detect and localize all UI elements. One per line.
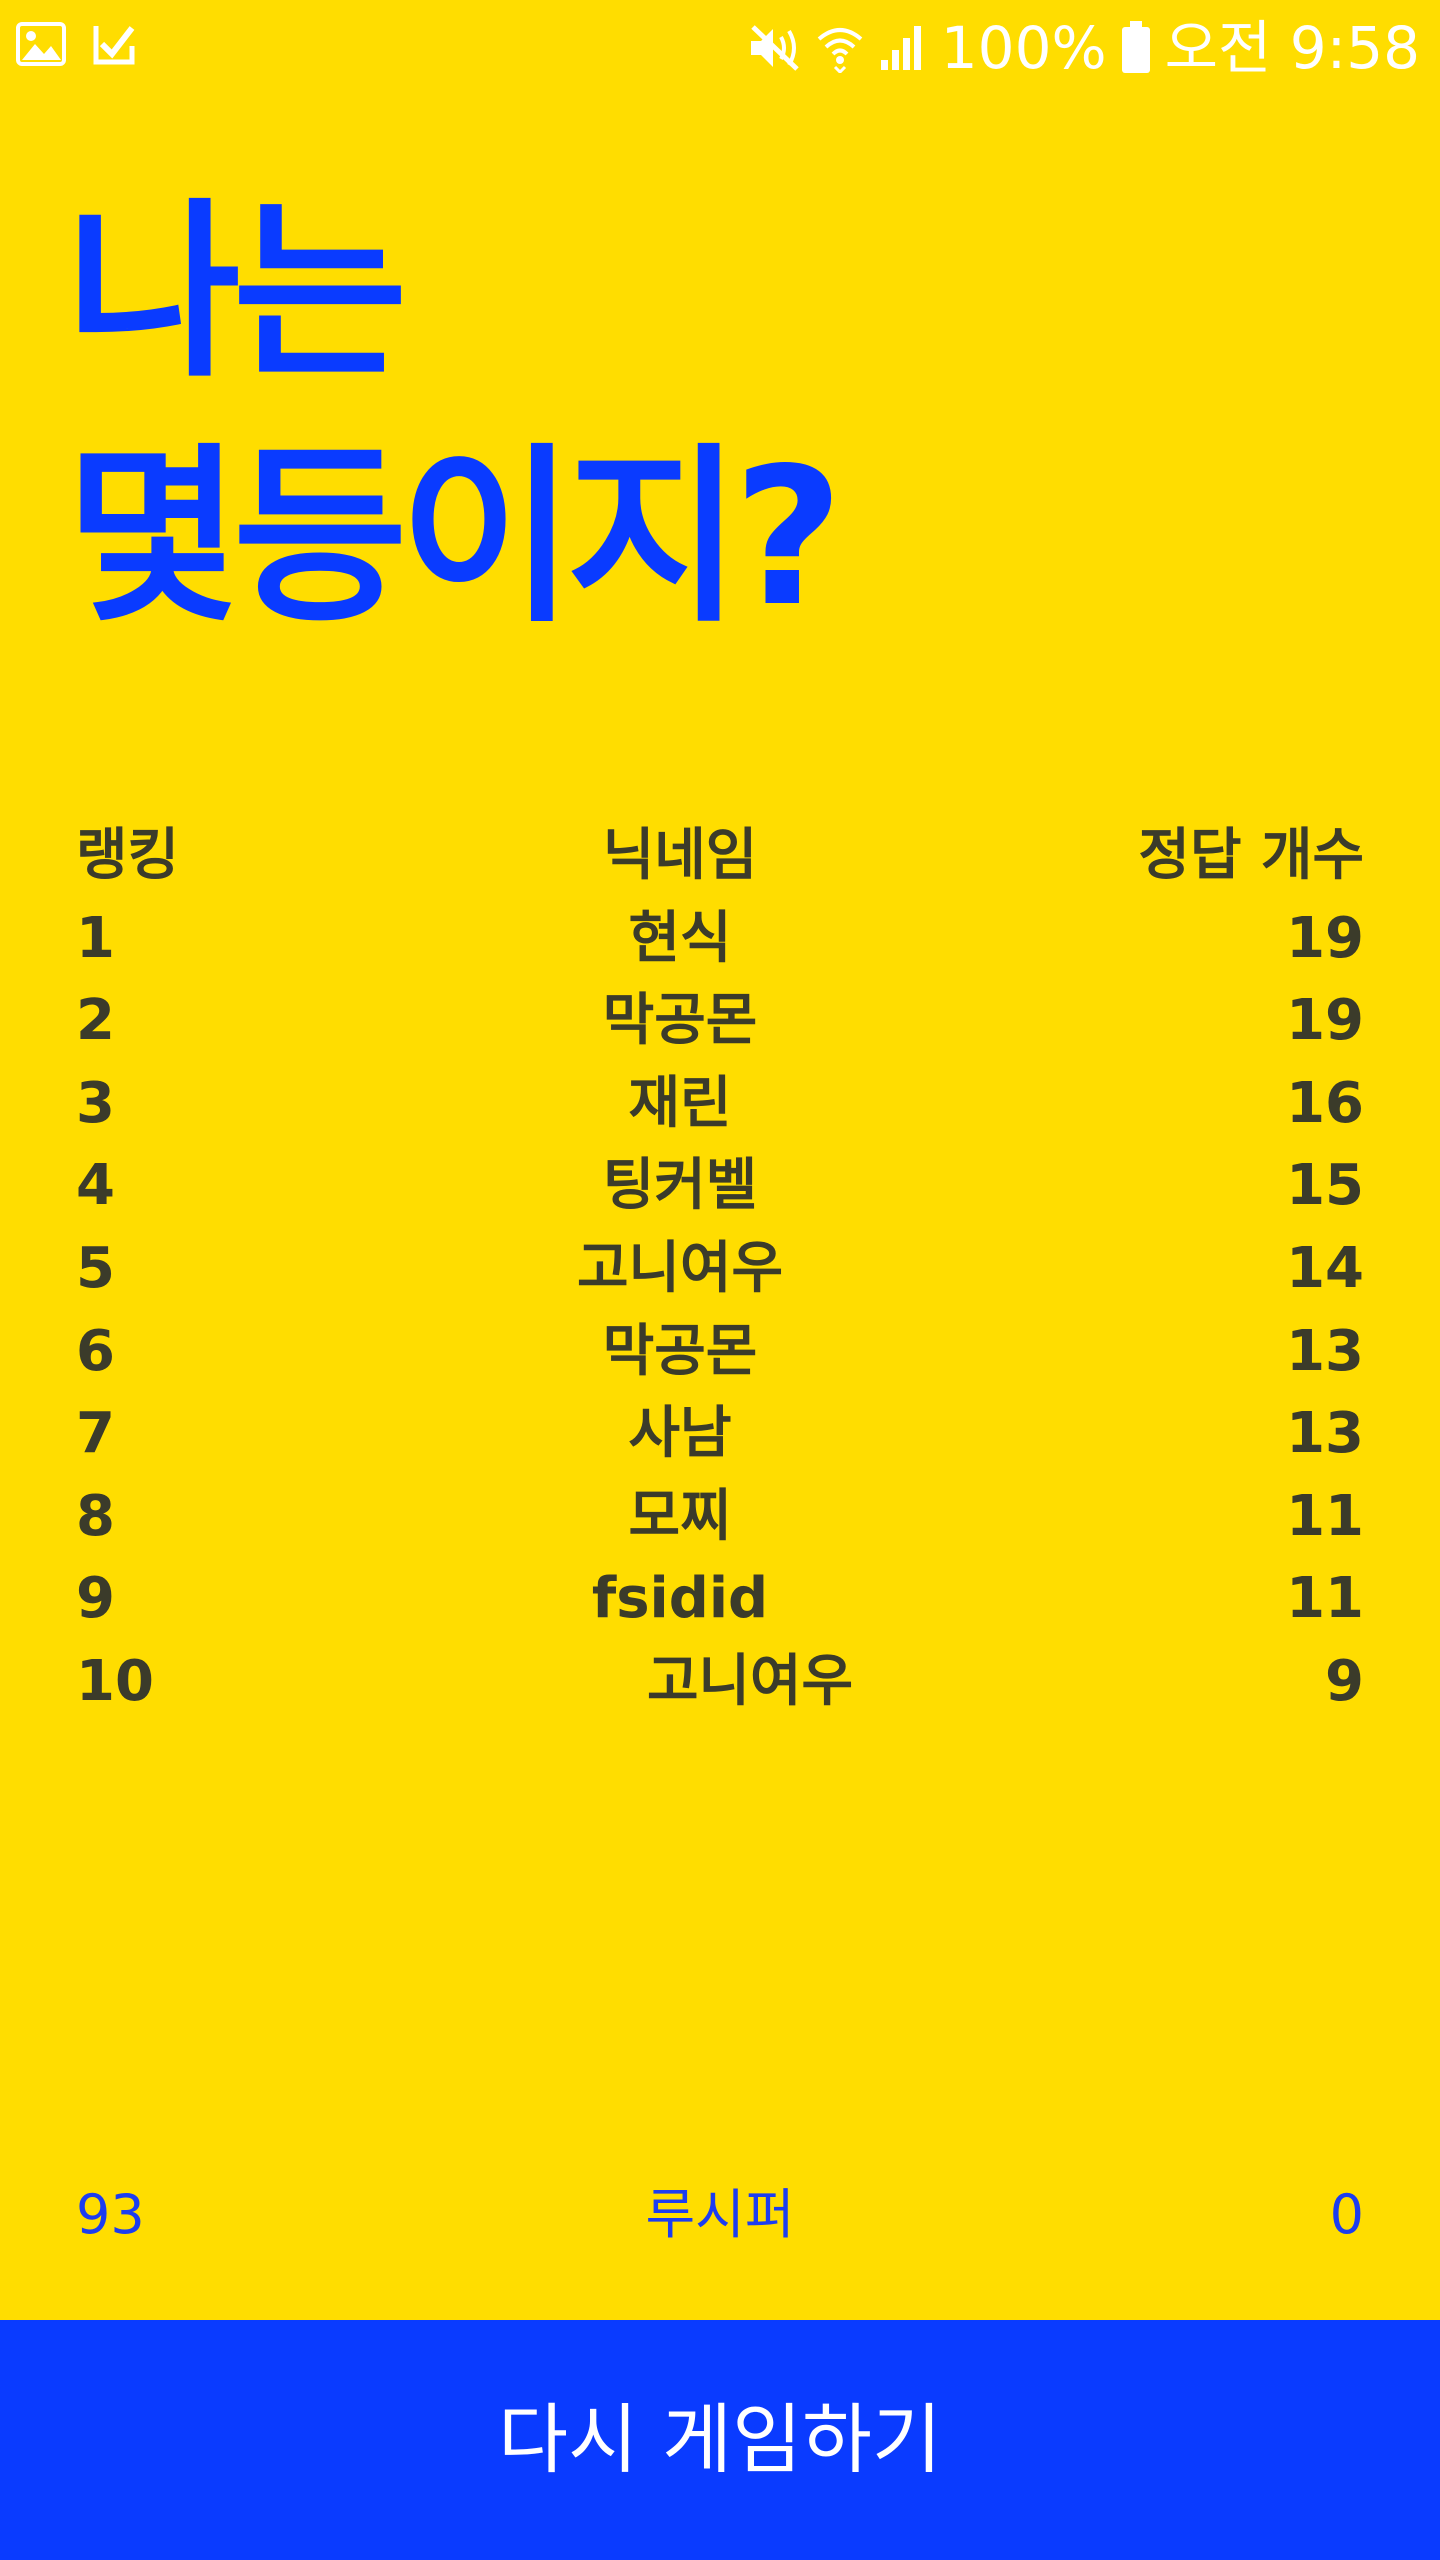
title-line-1: 나는 xyxy=(66,182,408,403)
title-line-2: 몇등이지? xyxy=(66,427,843,648)
row-nickname: fsidid xyxy=(591,1566,769,1632)
page-title: 나는 몇등이지? xyxy=(66,170,1066,660)
row-rank: 5 xyxy=(76,1235,115,1301)
row-nickname: 고니여우 xyxy=(646,1648,854,1714)
mute-icon xyxy=(747,23,803,73)
row-score: 14 xyxy=(1286,1235,1364,1301)
row-score: 13 xyxy=(1286,1401,1364,1467)
check-notification-icon xyxy=(92,22,136,66)
status-left xyxy=(16,22,136,66)
header-rank: 랭킹 xyxy=(76,823,180,888)
row-rank: 1 xyxy=(76,905,115,971)
my-result-row: 93 루시퍼 0 xyxy=(76,2175,1364,2255)
row-nickname: 팅커벨 xyxy=(602,1153,758,1219)
replay-game-button[interactable]: 다시 게임하기 xyxy=(0,2320,1440,2560)
ranking-row: 7 사남 13 xyxy=(76,1393,1364,1476)
ranking-table: 랭킹 닉네임 정답 개수 1 현식 19 2 막공몬 19 3 재린 16 4 … xyxy=(76,815,1364,1724)
signal-icon xyxy=(877,24,927,72)
status-right: 100% 오전 9:58 xyxy=(747,16,1420,80)
status-time: 오전 9:58 xyxy=(1164,14,1420,82)
wifi-icon xyxy=(817,23,863,73)
row-rank: 10 xyxy=(76,1648,154,1714)
row-nickname: 현식 xyxy=(628,905,732,971)
ranking-row: 5 고니여우 14 xyxy=(76,1228,1364,1311)
ranking-header: 랭킹 닉네임 정답 개수 xyxy=(76,815,1364,898)
my-rank: 93 xyxy=(76,2183,145,2246)
gallery-icon xyxy=(16,22,66,66)
row-score: 19 xyxy=(1286,988,1364,1054)
row-rank: 7 xyxy=(76,1401,115,1467)
row-rank: 4 xyxy=(76,1153,115,1219)
row-rank: 3 xyxy=(76,1070,115,1136)
ranking-row: 8 모찌 11 xyxy=(76,1476,1364,1559)
ranking-row: 2 막공몬 19 xyxy=(76,980,1364,1063)
header-nickname: 닉네임 xyxy=(602,823,758,888)
row-nickname: 고니여우 xyxy=(576,1235,784,1301)
ranking-row: 9 fsidid 11 xyxy=(76,1558,1364,1641)
row-nickname: 막공몬 xyxy=(602,1318,758,1384)
row-score: 13 xyxy=(1286,1318,1364,1384)
header-score: 정답 개수 xyxy=(1138,823,1364,888)
row-score: 19 xyxy=(1286,905,1364,971)
row-nickname: 모찌 xyxy=(628,1483,732,1549)
ranking-row: 4 팅커벨 15 xyxy=(76,1145,1364,1228)
row-score: 11 xyxy=(1286,1566,1364,1632)
battery-icon xyxy=(1121,21,1151,75)
row-nickname: 막공몬 xyxy=(602,988,758,1054)
row-rank: 8 xyxy=(76,1483,115,1549)
ranking-row: 10 고니여우 9 xyxy=(76,1641,1364,1724)
status-bar: 100% 오전 9:58 xyxy=(0,0,1440,96)
row-rank: 2 xyxy=(76,988,115,1054)
row-nickname: 사남 xyxy=(628,1401,732,1467)
row-rank: 6 xyxy=(76,1318,115,1384)
battery-text: 100% xyxy=(940,14,1107,82)
row-score: 11 xyxy=(1286,1483,1364,1549)
my-nickname: 루시퍼 xyxy=(645,2183,795,2246)
row-rank: 9 xyxy=(76,1566,115,1632)
row-nickname: 재린 xyxy=(628,1070,732,1136)
row-score: 9 xyxy=(1325,1648,1364,1714)
row-score: 16 xyxy=(1286,1070,1364,1136)
ranking-row: 1 현식 19 xyxy=(76,898,1364,981)
my-score: 0 xyxy=(1329,2183,1364,2246)
ranking-row: 6 막공몬 13 xyxy=(76,1311,1364,1394)
ranking-row: 3 재린 16 xyxy=(76,1063,1364,1146)
row-score: 15 xyxy=(1286,1153,1364,1219)
